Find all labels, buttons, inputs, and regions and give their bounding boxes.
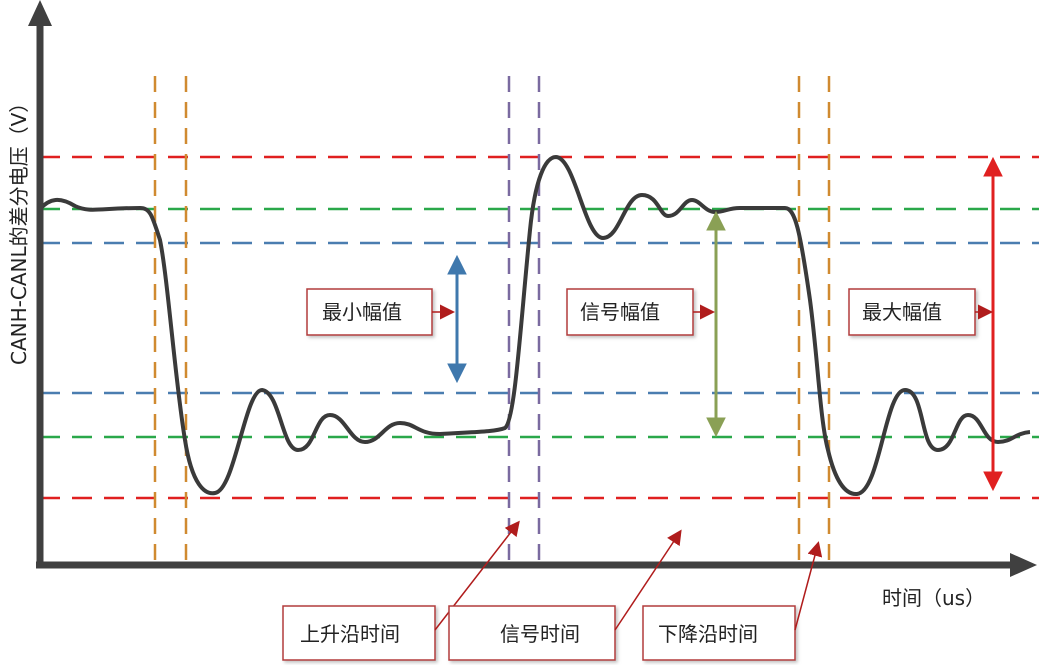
rise-time-box [282, 605, 436, 661]
amplitude-arrows [447, 156, 1003, 492]
fall-time-box [642, 605, 796, 661]
max-amplitude-arrow [983, 156, 1003, 492]
x-axis-label: 时间（us） [882, 586, 985, 610]
x-axis-arrow-icon [1010, 553, 1037, 577]
time-markers [153, 76, 831, 565]
axes [28, 0, 1037, 577]
min-amplitude-arrow [447, 254, 467, 384]
signal-time-label: 信号时间 [500, 622, 580, 646]
min-amplitude-label: 最小幅值 [322, 300, 402, 324]
signal-time-box [448, 605, 616, 661]
callouts: 最小幅值 信号幅值 最大幅值 上升沿时间 信号时间 下降沿时间 [282, 288, 993, 661]
rise-time-label: 上升沿时间 [300, 622, 400, 646]
fall-time-label: 下降沿时间 [658, 622, 758, 646]
signal-amplitude-box [566, 288, 694, 336]
y-axis-label: CANH-CANL的差分电压（V） [7, 93, 31, 365]
max-amplitude-label: 最大幅值 [862, 300, 942, 324]
signal-amplitude-arrow [706, 210, 726, 438]
y-axis-arrow-icon [28, 0, 52, 26]
signal-amplitude-label: 信号幅值 [580, 300, 660, 324]
max-amplitude-box [848, 288, 976, 336]
waveform [38, 154, 1031, 496]
